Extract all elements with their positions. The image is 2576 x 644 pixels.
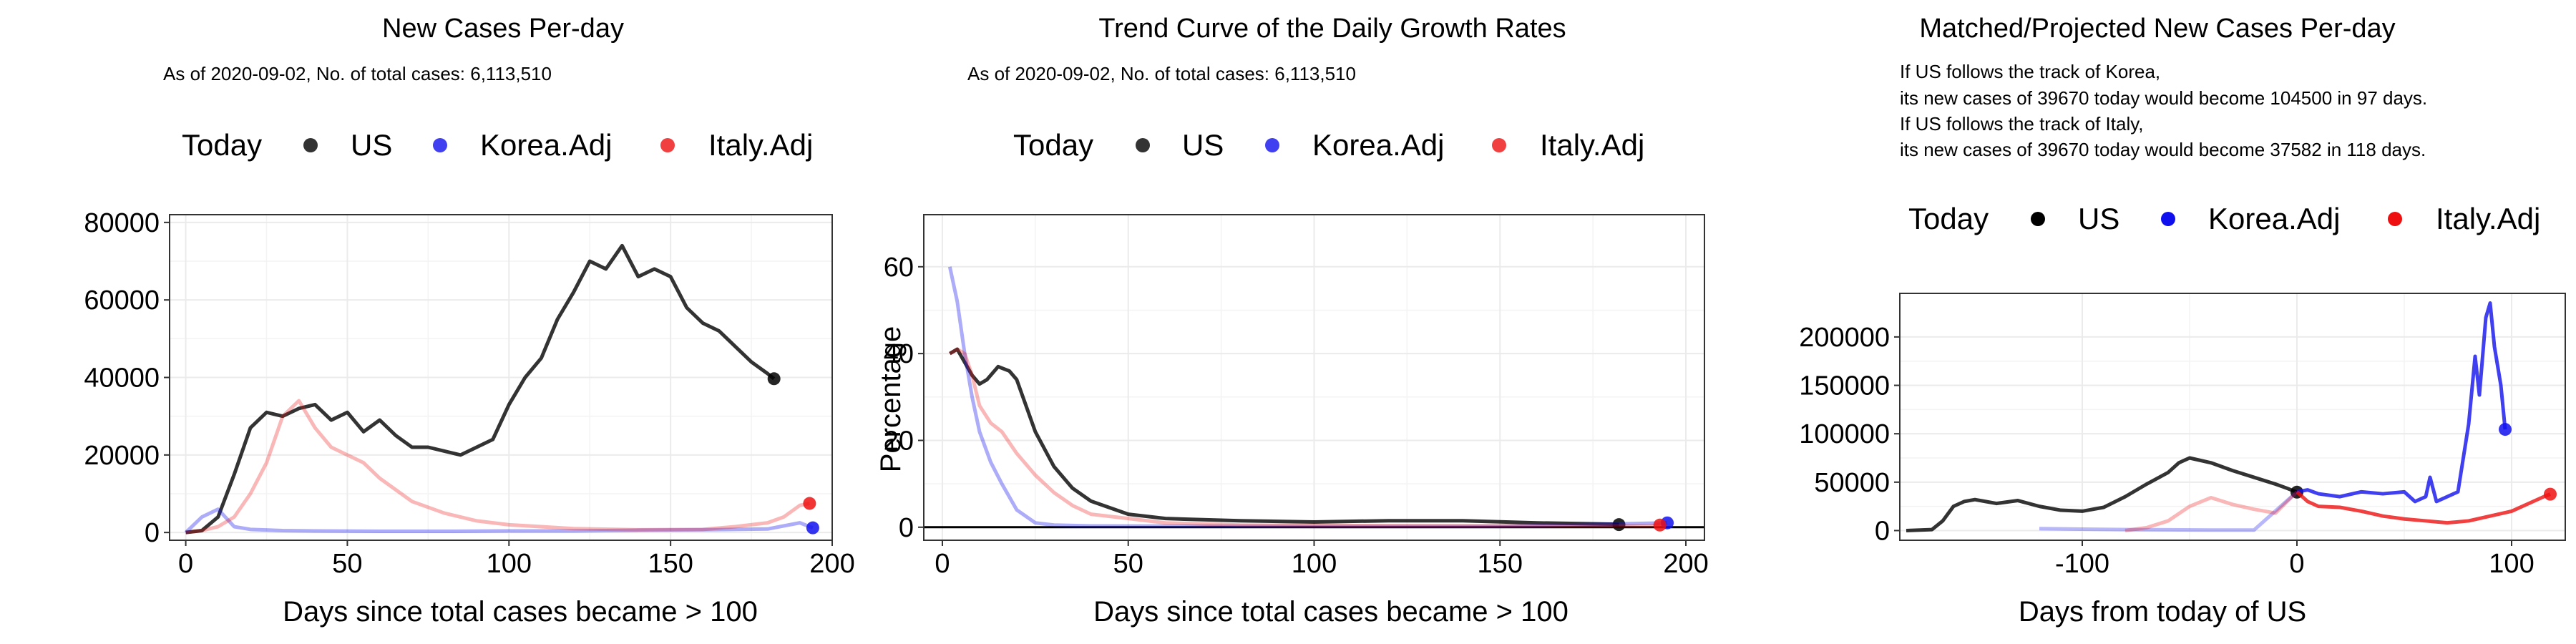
- panel3-legend: Today US Korea.Adj Italy.Adj: [1908, 202, 2540, 235]
- panel3-note-2: its new cases of 39670 today would becom…: [1900, 87, 2427, 109]
- legend-key-us: [2031, 212, 2045, 226]
- x-tick-label: 50: [332, 549, 362, 579]
- series-line-italy-adj-matched: [2124, 490, 2298, 532]
- today-point-korea-adj: [806, 521, 819, 535]
- today-point-korea-adj: [2499, 423, 2512, 436]
- y-tick-label: 80000: [84, 208, 160, 238]
- legend-key-italy-adj: [1492, 138, 1506, 152]
- y-tick-label: 40: [884, 339, 914, 369]
- panel3-note-4: its new cases of 39670 today would becom…: [1900, 139, 2426, 160]
- x-tick-label: 0: [935, 549, 950, 579]
- legend-label: Italy.Adj: [2436, 202, 2540, 235]
- x-tick-label: 150: [1478, 549, 1523, 579]
- legend-label: US: [2078, 202, 2119, 235]
- panel3-title: Matched/Projected New Cases Per-day: [1919, 14, 2395, 44]
- y-tick-label: 60000: [84, 286, 160, 316]
- series-line-us: [949, 347, 1619, 527]
- series-line-korea-adj: [184, 507, 814, 534]
- today-point-italy-adj: [1653, 518, 1667, 532]
- plot-frame: [1899, 293, 2566, 541]
- panel2-legend: Today US Korea.Adj Italy.Adj: [1013, 128, 1644, 162]
- legend-label: Italy.Adj: [708, 128, 813, 162]
- series-line-korea-adj: [947, 266, 1668, 529]
- panel1-subtitle: As of 2020-09-02, No. of total cases: 6,…: [163, 63, 552, 84]
- x-tick-label: 150: [648, 549, 693, 579]
- series-line-korea-adj-projected: [2296, 301, 2507, 504]
- panel1-plot: 0 50 100 150 200 0 20000 40000 60000 80000: [84, 208, 854, 579]
- y-tick-label: 0: [899, 513, 914, 543]
- panel1-title: New Cases Per-day: [382, 14, 624, 44]
- panel1-xlabel: Days since total cases became > 100: [283, 596, 758, 628]
- x-tick-label: 0: [2289, 549, 2304, 579]
- y-tick-label: 20: [884, 426, 914, 456]
- x-tick-label: 200: [809, 549, 854, 579]
- legend-title: Today: [182, 128, 262, 162]
- today-point-us: [767, 372, 781, 386]
- legend-title: Today: [1013, 128, 1093, 162]
- today-point-italy-adj: [2544, 487, 2557, 501]
- y-tick-label: 0: [1875, 516, 1890, 546]
- x-tick-label: 100: [1292, 549, 1337, 579]
- legend-label: Italy.Adj: [1540, 128, 1644, 162]
- y-tick-label: 40000: [84, 364, 160, 394]
- series-line-korea-adj-matched: [2039, 490, 2298, 532]
- panel2-xlabel: Days since total cases became > 100: [1093, 596, 1568, 628]
- series-line-us: [185, 243, 776, 535]
- y-tick-label: 0: [145, 518, 160, 548]
- series-line-italy-adj: [949, 347, 1660, 528]
- legend-key-korea-adj: [1265, 138, 1279, 152]
- y-tick-label: 50000: [1814, 468, 1890, 498]
- legend-label: Korea.Adj: [480, 128, 612, 162]
- panel3-note-1: If US follows the track of Korea,: [1900, 61, 2160, 82]
- x-tick-label: 100: [487, 549, 532, 579]
- legend-key-korea-adj: [433, 138, 447, 152]
- x-tick-label: 200: [1663, 549, 1708, 579]
- panel2-ylabel: Percentage: [875, 326, 907, 473]
- panel1-legend: Today US Korea.Adj Italy.Adj: [182, 128, 813, 162]
- panel3-plot: -100 0 100 0 50000 100000 150000 200000: [1799, 293, 2566, 579]
- panel2-plot: 0 50 100 150 200 0 20 40 60: [884, 214, 1709, 579]
- x-tick-label: 0: [178, 549, 193, 579]
- series-line-italy-adj: [185, 399, 810, 535]
- y-tick-label: 200000: [1799, 323, 1890, 353]
- panel2-title: Trend Curve of the Daily Growth Rates: [1098, 14, 1566, 44]
- x-tick-label: 50: [1113, 549, 1143, 579]
- legend-key-us: [1136, 138, 1150, 152]
- today-point-us: [1612, 518, 1626, 532]
- panel2-subtitle: As of 2020-09-02, No. of total cases: 6,…: [967, 63, 1356, 84]
- legend-label: Korea.Adj: [2208, 202, 2340, 235]
- legend-label: US: [1182, 128, 1224, 162]
- panel3-xlabel: Days from today of US: [2019, 596, 2306, 628]
- x-tick-label: -100: [2055, 549, 2109, 579]
- today-point-italy-adj: [803, 497, 816, 510]
- series-line-italy-adj-projected: [2296, 490, 2551, 525]
- panel3-note-3: If US follows the track of Italy,: [1900, 113, 2144, 135]
- legend-label: Korea.Adj: [1312, 128, 1444, 162]
- legend-key-italy-adj: [2388, 212, 2402, 226]
- y-tick-label: 60: [884, 253, 914, 283]
- y-tick-label: 100000: [1799, 419, 1890, 449]
- legend-label: US: [351, 128, 392, 162]
- y-tick-label: 150000: [1799, 371, 1890, 401]
- x-tick-label: 100: [2489, 549, 2534, 579]
- legend-key-italy-adj: [660, 138, 675, 152]
- y-tick-label: 20000: [84, 441, 160, 471]
- legend-key-us: [303, 138, 318, 152]
- legend-title: Today: [1908, 202, 1989, 235]
- series-line-us: [1906, 456, 2298, 532]
- legend-key-korea-adj: [2161, 212, 2175, 226]
